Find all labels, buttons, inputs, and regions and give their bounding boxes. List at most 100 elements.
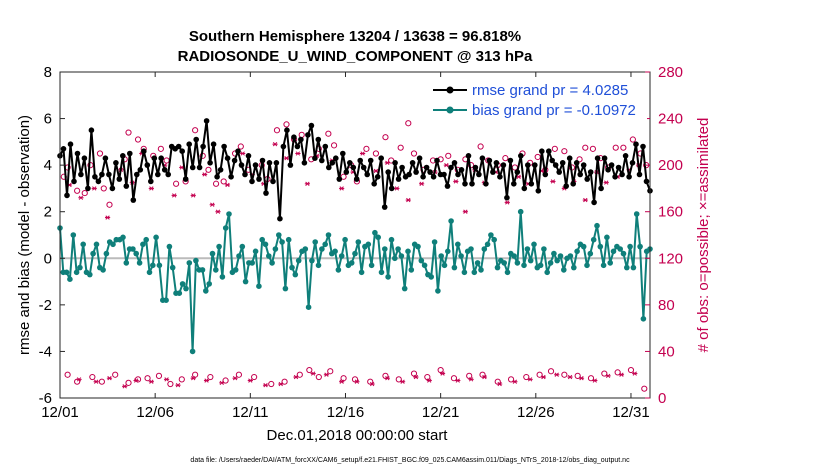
obs-assimilated-marker: [240, 151, 246, 156]
bias-point: [504, 269, 511, 276]
rmse-point: [546, 148, 552, 154]
obs-possible-marker: [641, 385, 648, 392]
rmse-point: [148, 178, 154, 185]
bias-point: [342, 236, 348, 243]
obs-assimilated-marker: [405, 197, 411, 203]
rmse-point: [525, 162, 531, 168]
bias-point: [216, 243, 222, 250]
obs-assimilated-stroke: [505, 200, 510, 205]
rmse-point: [266, 160, 273, 166]
obs-possible-marker: [466, 372, 473, 379]
obs-possible-marker: [268, 380, 275, 388]
rmse-point: [158, 155, 164, 161]
obs-assimilated-stroke: [76, 377, 82, 382]
obs-possible-marker: [330, 142, 338, 149]
obs-possible-marker: [601, 370, 608, 377]
obs-assimilated-marker: [163, 377, 170, 382]
obs-assimilated-stroke: [373, 168, 379, 174]
x-tick-label: 12/01: [41, 404, 79, 421]
bias-point: [624, 264, 630, 271]
bias-point: [488, 232, 494, 238]
bias-point: [607, 260, 613, 266]
obs-possible-marker: [445, 152, 452, 159]
rmse-point: [179, 148, 185, 154]
obs-assimilated-marker: [453, 179, 459, 184]
bias-point: [77, 264, 83, 271]
obs-possible-marker: [207, 373, 214, 381]
obs-assimilated-marker: [295, 151, 301, 156]
rmse-point: [580, 162, 587, 168]
obs-possible-marker: [64, 371, 71, 378]
bias-point: [554, 257, 560, 264]
rmse-point: [399, 164, 405, 171]
bias-point: [163, 297, 169, 304]
obs-assimilated-stroke: [215, 209, 221, 214]
legend-rmse-marker: [446, 86, 454, 94]
rmse-point: [109, 185, 116, 192]
bias-point: [517, 208, 524, 215]
rmse-point: [584, 176, 590, 182]
rmse-point: [479, 155, 486, 161]
obs-assimilated-stroke: [175, 383, 181, 388]
obs-possible-marker: [536, 371, 543, 378]
rmse-point: [364, 171, 371, 178]
bias-point: [633, 211, 640, 217]
rmse-point: [333, 155, 339, 161]
bias-point: [309, 257, 315, 264]
bias-point: [484, 241, 491, 248]
bias-point: [269, 260, 275, 266]
bias-point: [574, 248, 580, 255]
rmse-point: [539, 148, 545, 154]
rmse-point: [416, 155, 423, 161]
bias-point: [249, 260, 255, 266]
bias-point: [315, 262, 322, 269]
obs-assimilated-stroke: [179, 165, 184, 170]
rmse-point: [182, 176, 189, 182]
bias-point: [511, 253, 517, 259]
rmse-point: [378, 155, 385, 161]
y-axis-label-right: # of obs: o=possible; ×=assimilated: [695, 118, 712, 353]
chart-subtitle: RADIOSONDE_U_WIND_COMPONENT @ 313 hPa: [178, 48, 533, 65]
rmse-point: [228, 174, 234, 180]
bias-point: [73, 269, 80, 276]
rmse-point: [221, 143, 227, 150]
bias-point: [206, 281, 212, 287]
footnote: data file: /Users/raeder/DAI/ATM_forcXX/…: [190, 457, 630, 464]
rmse-point: [556, 169, 562, 175]
obs-possible-marker: [96, 150, 104, 157]
rmse-point: [528, 181, 535, 187]
rmse-point: [497, 174, 503, 180]
bias-point: [541, 246, 547, 252]
rmse-point: [500, 162, 507, 168]
bias-point: [547, 260, 554, 266]
obs-assimilated-marker: [91, 186, 97, 191]
obs-possible-marker: [620, 144, 627, 151]
obs-possible-marker: [325, 130, 332, 137]
bias-point: [478, 267, 484, 273]
obs-assimilated-stroke: [567, 374, 573, 380]
x-tick-label: 12/21: [422, 404, 460, 421]
rmse-point: [465, 153, 472, 159]
rmse-point: [622, 153, 629, 159]
rmse-point: [99, 171, 105, 178]
bias-point: [133, 250, 139, 257]
y-tick-label: -4: [39, 343, 52, 360]
rmse-point: [186, 141, 192, 147]
rmse-point: [395, 176, 402, 182]
bias-point: [471, 269, 478, 276]
bias-point: [312, 239, 319, 245]
obs-assimilated-marker: [278, 381, 284, 387]
obs-assimilated-stroke: [453, 179, 459, 184]
obs-assimilated-marker: [93, 379, 99, 384]
plot-frame: [59, 71, 651, 399]
bias-point: [242, 278, 249, 285]
rmse-point: [371, 181, 378, 187]
rmse-point: [123, 183, 130, 189]
rmse-point: [420, 174, 426, 180]
obs-assimilated-stroke: [550, 179, 556, 184]
bias-point: [166, 243, 173, 250]
obs-possible-marker: [450, 375, 458, 382]
obs-assimilated-marker: [122, 384, 128, 389]
rmse-point: [92, 174, 98, 180]
